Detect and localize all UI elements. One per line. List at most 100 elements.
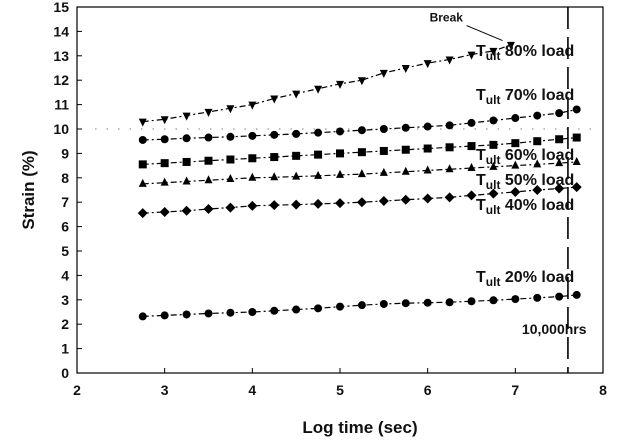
data-point [138,178,147,187]
x-tick-label: 4 [248,382,256,398]
data-point [248,131,257,140]
data-point [467,163,476,172]
x-tick-label: 6 [424,382,432,398]
data-point [533,111,542,120]
data-point [489,116,498,125]
data-point [292,305,301,314]
data-point [422,193,433,204]
data-point [203,204,214,215]
data-point [357,77,366,86]
series-label: Tult 70% load [476,87,574,107]
data-point [314,150,323,159]
data-point [270,95,279,104]
data-point [314,170,323,179]
data-point [572,133,581,142]
data-point [510,186,521,197]
data-point [467,118,476,127]
data-point [445,164,454,173]
data-point [225,202,236,213]
data-point [379,167,388,176]
data-point [572,105,581,114]
series-label: Tult 40% load [476,197,574,217]
data-point [204,309,213,318]
data-point [357,169,366,178]
data-point [423,60,432,69]
data-point [357,301,366,310]
data-point [248,154,257,163]
data-point [314,85,323,94]
data-point [511,295,520,304]
data-point [572,290,581,299]
data-point [160,135,169,144]
data-point [204,133,213,142]
data-point [378,195,389,206]
data-point [248,101,257,110]
data-point [555,292,564,301]
vertical-marker-label: 10,000hrs [522,321,587,337]
data-point [336,149,344,158]
series-label: Tult 50% load [476,172,574,192]
series-label: Tult 20% load [476,269,574,289]
data-point [160,116,169,125]
data-point [247,200,258,211]
y-tick-label: 8 [61,170,69,186]
y-tick-label: 4 [61,267,69,283]
data-point [204,175,213,184]
y-tick-label: 2 [61,316,69,332]
data-point [572,156,581,165]
data-point [533,137,542,146]
y-tick-label: 5 [61,243,69,259]
data-point [467,51,476,60]
data-point [226,308,235,317]
data-point [444,192,455,203]
data-point [292,90,301,99]
y-tick-label: 1 [61,341,69,357]
data-point [488,188,499,199]
x-axis-title: Log time (sec) [302,418,417,437]
data-point [292,151,301,160]
data-point [489,140,498,149]
data-point [292,171,301,180]
data-point [160,177,169,186]
data-point [138,160,147,169]
data-point [401,145,410,154]
data-point [314,128,323,137]
series-label: Tult 80% load [476,43,574,63]
data-point [182,176,191,185]
y-tick-label: 6 [61,219,69,235]
data-point [571,182,582,193]
data-point [335,198,345,209]
y-tick-label: 7 [61,194,69,210]
data-point [137,208,148,219]
data-point [270,130,279,139]
data-point [554,183,565,194]
data-point [160,311,169,320]
data-point [532,185,543,195]
data-point [445,298,454,307]
data-point [138,135,147,144]
data-point [181,205,192,216]
data-point [226,132,235,141]
data-point [379,299,388,308]
data-point [401,166,410,175]
data-point [467,142,476,151]
series-label: Tult 60% load [476,147,574,167]
data-point [226,174,235,183]
data-point [423,122,432,131]
data-point [182,157,191,166]
data-point [226,155,235,164]
x-tick-label: 2 [73,382,81,398]
y-tick-label: 3 [61,292,69,308]
data-point [533,293,542,302]
data-point [467,297,476,306]
data-point [401,299,410,308]
data-point [379,69,388,78]
data-point [379,125,388,133]
data-point [248,308,257,316]
data-point [489,47,498,56]
x-tick-label: 3 [161,382,169,398]
data-point [466,190,477,201]
data-point [204,156,213,165]
